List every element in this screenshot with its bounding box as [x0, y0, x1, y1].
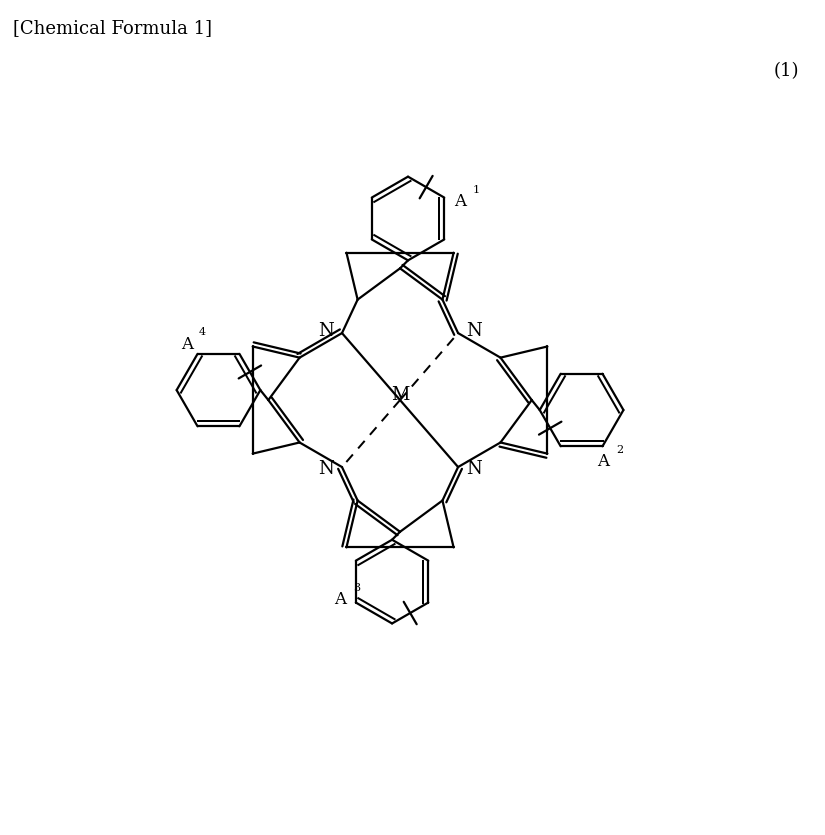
Text: 3: 3 — [352, 583, 360, 593]
Text: N: N — [466, 460, 482, 478]
Text: A: A — [454, 193, 466, 210]
Text: (1): (1) — [773, 62, 799, 80]
Text: 4: 4 — [199, 327, 206, 337]
Text: A: A — [181, 336, 192, 352]
Text: A: A — [597, 453, 610, 470]
Text: 1: 1 — [472, 185, 479, 195]
Text: [Chemical Formula 1]: [Chemical Formula 1] — [13, 19, 212, 38]
Text: A: A — [334, 591, 346, 608]
Text: N: N — [466, 322, 482, 340]
Text: 2: 2 — [616, 445, 623, 455]
Text: M: M — [391, 386, 409, 404]
Text: N: N — [318, 460, 334, 478]
Text: N: N — [318, 322, 334, 340]
